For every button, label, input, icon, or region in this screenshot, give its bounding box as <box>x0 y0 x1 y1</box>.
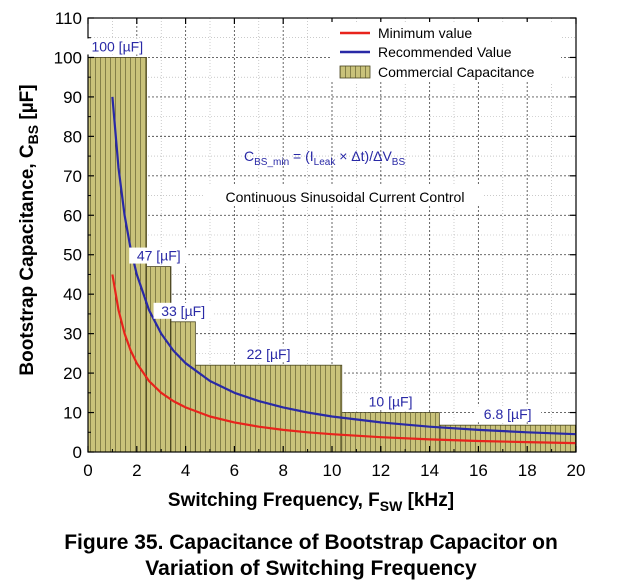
y-tick-label: 110 <box>55 9 82 28</box>
minimum-value-line <box>111 274 577 445</box>
axes: 0 2 4 6 8 10 12 14 16 18 2001020304050607080901001… <box>54 9 586 480</box>
x-tick-label: 10 <box>323 461 342 480</box>
y-tick-label: 20 <box>63 364 82 383</box>
legend-label-minimum: Minimum value <box>378 25 472 41</box>
bar-label-bg <box>360 393 421 410</box>
figure-caption-line-2: Variation of Switching Frequency <box>145 557 477 580</box>
bar-label-bg <box>129 247 189 264</box>
y-axis-title-sub: BS <box>25 125 41 144</box>
x-axis-title: Switching Frequency, FSW [kHz] <box>168 490 454 514</box>
x-tick-label: 8 <box>278 461 287 480</box>
y-tick-label: 90 <box>63 88 82 107</box>
x-tick-label: 4 <box>181 461 190 480</box>
formula-lhs: C <box>244 148 254 164</box>
x-tick-label: 6 <box>230 461 239 480</box>
commercial-capacitance-bar <box>146 266 172 453</box>
x-axis-title-sub: SW <box>380 498 403 514</box>
control-annotation: Continuous Sinusoidal Current Control <box>226 189 465 205</box>
x-tick-label: 12 <box>371 461 390 480</box>
bar-label-bg <box>474 406 542 423</box>
x-tick-label: 20 <box>567 461 586 480</box>
y-tick-label: 70 <box>63 167 82 186</box>
bar-label-bg <box>153 302 213 319</box>
y-axis-title-main: Bootstrap Capacitance, C <box>17 144 38 375</box>
y-tick-label: 0 <box>73 443 82 462</box>
commercial-capacitance-bar <box>170 321 196 453</box>
legend-label-commercial: Commercial Capacitance <box>378 64 535 80</box>
y-tick-label: 50 <box>63 246 82 265</box>
bar-label-bg <box>238 346 299 363</box>
formula-v-sub: BS <box>392 157 406 168</box>
x-tick-label: 16 <box>469 461 488 480</box>
y-axis-title-unit: [µF] <box>17 84 38 125</box>
y-tick-label: 40 <box>63 285 82 304</box>
figure-caption-line-1: Figure 35. Capacitance of Bootstrap Capa… <box>64 531 558 554</box>
bar-value-label: 22 [µF] <box>247 346 291 362</box>
formula-eq: = (I <box>289 148 314 164</box>
bar-value-label: 33 [µF] <box>161 303 205 319</box>
legend-swatch-commercial <box>339 65 371 79</box>
bar-labels: 100 [µF] 47 [µF] 33 [µF] 22 [µF] 10 [µF] 6.8 … <box>83 38 542 423</box>
y-tick-label: 80 <box>63 127 82 146</box>
x-tick-label: 2 <box>132 461 141 480</box>
legend: Minimum value Recommended Value Commerci… <box>331 22 561 82</box>
formula-annotation: CBS_min = (ILeak × Δt)/ΔVBS <box>244 148 405 168</box>
x-tick-label: 14 <box>420 461 439 480</box>
control-annotation-bg <box>205 186 484 206</box>
x-tick-label: 0 <box>83 461 92 480</box>
y-tick-label: 10 <box>63 404 82 423</box>
bar-value-label: 6.8 [µF] <box>484 406 532 422</box>
y-axis-title: Bootstrap Capacitance, CBS [µF] <box>17 84 41 375</box>
formula-lhs-sub: BS_min <box>254 157 289 168</box>
formula-i-sub: Leak <box>314 157 337 168</box>
x-axis-title-main: Switching Frequency, F <box>168 490 380 511</box>
y-tick-label: 60 <box>63 206 82 225</box>
formula-mid: × Δt)/ΔV <box>335 148 392 164</box>
bar-value-label: 47 [µF] <box>137 248 181 264</box>
bar-value-label: 10 [µF] <box>369 394 413 410</box>
legend-label-recommended: Recommended Value <box>378 44 512 60</box>
commercial-capacitance-bar <box>194 364 343 453</box>
y-tick-label: 30 <box>63 325 82 344</box>
x-axis-title-unit: [kHz] <box>402 490 454 511</box>
bar-label-bg <box>83 38 151 55</box>
y-tick-label: 100 <box>54 48 82 67</box>
capacitance-chart: 0 2 4 6 8 10 12 14 16 18 2001020304050607080901001… <box>17 9 586 514</box>
bar-value-label: 100 [µF] <box>91 38 143 54</box>
x-tick-label: 18 <box>518 461 537 480</box>
